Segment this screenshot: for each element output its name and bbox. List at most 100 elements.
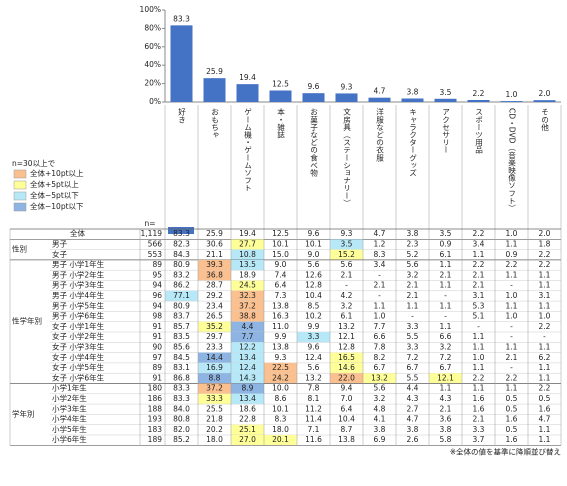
highlight-cell (198, 383, 231, 394)
cell-value: 3.8 (407, 229, 419, 238)
bar (203, 78, 226, 102)
cell-value: 11.0 (272, 322, 289, 331)
row-n: 96 (152, 291, 162, 300)
cell-value: 9.0 (308, 250, 320, 259)
cell-value: 7.3 (275, 291, 287, 300)
bar (434, 98, 457, 102)
cell-value: 4.2 (341, 291, 353, 300)
row-n: 91 (152, 373, 162, 382)
cell-value: 2.2 (473, 373, 485, 382)
cell-value: 28.7 (206, 281, 223, 290)
x-tick-label: キャラクターグッズ (408, 108, 417, 176)
cell-value: 16.9 (206, 363, 223, 372)
legend-swatch (13, 191, 27, 201)
cell-value: 1.1 (473, 332, 485, 341)
cell-value: 1.1 (407, 301, 419, 310)
highlight-cell (330, 352, 363, 363)
value-label: 1.0 (506, 90, 518, 99)
row-n: 89 (152, 260, 162, 269)
n-header: n= (144, 219, 155, 228)
value-label: 2.2 (473, 89, 485, 98)
highlight-cell (231, 435, 264, 446)
row-label: 小学6年生 (52, 434, 87, 444)
cell-value: 2.6 (407, 435, 419, 444)
cell-value: 80.9 (173, 301, 190, 310)
cell-value: 5.3 (473, 301, 485, 310)
cell-value: 0.5 (506, 425, 518, 434)
cell-value: 7.7 (374, 322, 386, 331)
cell-value: 4.8 (374, 404, 386, 413)
cell-value: 5.6 (374, 384, 386, 393)
cell-value: 83.3 (173, 229, 190, 238)
cell-value: 35.2 (206, 322, 223, 331)
highlight-cell (330, 249, 363, 260)
legend-label: 全体−5pt以下 (30, 190, 79, 200)
highlight-cell (198, 259, 231, 271)
cell-value: 3.1 (539, 291, 551, 300)
row-n: 94 (152, 301, 162, 310)
cell-value: 1.2 (374, 239, 386, 248)
highlight-cell (231, 332, 264, 343)
value-label: 83.3 (173, 14, 190, 23)
x-tick-label: スポーツ用品 (474, 108, 483, 155)
row-n: 566 (148, 239, 163, 248)
cell-value: 10.2 (305, 312, 322, 321)
cell-value: 8.3 (374, 250, 386, 259)
footnote: ※全体の値を基準に降順並び替え (450, 446, 561, 456)
cell-value: 22.8 (239, 415, 256, 424)
cell-value: 4.4 (407, 384, 419, 393)
cell-value: 20.1 (272, 435, 289, 444)
cell-value: 15.0 (272, 250, 289, 259)
cell-value: 3.3 (407, 342, 419, 351)
y-tick-label: 80% (144, 23, 161, 32)
cell-value: 7.7 (242, 332, 254, 341)
cell-value: 3.6 (440, 415, 452, 424)
cell-value: - (543, 332, 546, 341)
cell-value: - (510, 322, 513, 331)
cell-value: 1.0 (539, 312, 551, 321)
cell-value: 10.1 (305, 239, 322, 248)
cell-value: 84.5 (173, 353, 190, 362)
cell-value: 1.1 (506, 301, 518, 310)
cell-value: 29.7 (206, 332, 223, 341)
cell-value: 3.2 (341, 301, 353, 310)
cell-value: 7.2 (407, 353, 419, 362)
cell-value: 2.1 (473, 415, 485, 424)
cell-value: 3.2 (440, 342, 452, 351)
cell-value: 1.0 (506, 312, 518, 321)
row-label: 小学2年生 (52, 393, 87, 403)
cell-value: 12.4 (305, 353, 322, 362)
row-label: 女子 (52, 249, 67, 259)
cell-value: 9.4 (341, 384, 353, 393)
row-label: 男子 (52, 239, 67, 248)
cell-value: 3.5 (341, 239, 353, 248)
cell-value: 1.0 (506, 291, 518, 300)
cell-value: 80.8 (173, 415, 190, 424)
legend-swatch (13, 169, 27, 179)
cell-value: 80.9 (173, 260, 190, 269)
cell-value: 82.0 (173, 425, 190, 434)
cell-value: 1.1 (506, 342, 518, 351)
value-label: 12.5 (272, 80, 289, 89)
cell-value: 6.4 (275, 281, 287, 290)
row-n: 98 (152, 312, 162, 321)
total-swatch (168, 227, 194, 234)
y-tick-label: 0% (149, 97, 161, 106)
cell-value: 3.1 (473, 291, 485, 300)
row-label: 男子 小学3年生 (52, 280, 105, 290)
cell-value: 6.6 (440, 332, 452, 341)
cell-value: 0.5 (539, 394, 551, 403)
cell-value: 1.1 (539, 301, 551, 310)
cell-value: 14.6 (338, 363, 355, 372)
highlight-cell (231, 301, 264, 312)
cell-value: 1.0 (473, 353, 485, 362)
highlight-cell (231, 259, 264, 271)
cell-value: 9.9 (308, 322, 320, 331)
cell-value: - (345, 281, 348, 290)
cell-value: 6.7 (374, 363, 386, 372)
row-label: 小学1年生 (52, 383, 87, 393)
value-label: 3.8 (407, 88, 419, 97)
bar (236, 84, 259, 102)
